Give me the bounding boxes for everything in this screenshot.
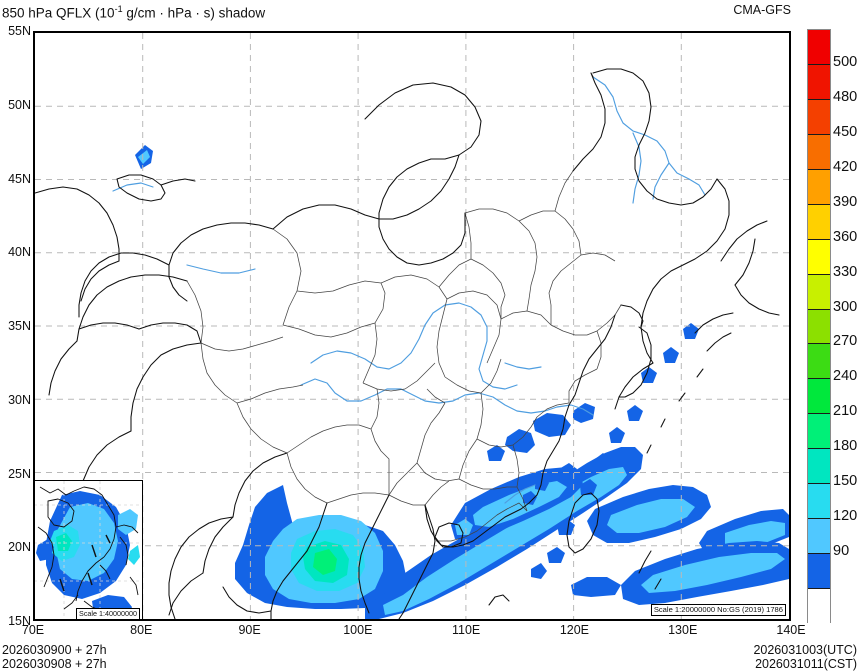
colorbar-band bbox=[808, 554, 830, 589]
y-axis-label: 35N bbox=[8, 319, 31, 333]
colorbar-ticks: 500 480 450 420 390 360 330 300 270 240 210 180 150 1… bbox=[833, 29, 859, 623]
colorbar-band bbox=[808, 344, 830, 380]
colorbar-band bbox=[808, 204, 830, 240]
y-axis-label: 55N bbox=[8, 24, 31, 38]
page-title: 850 hPa QFLX (10-1 g/cm · hPa · s) shado… bbox=[2, 1, 265, 22]
colorbar-tick-label: 270 bbox=[833, 333, 858, 350]
colorbar-tick-label: 120 bbox=[833, 508, 858, 525]
inset-map[interactable]: Scale 1:40000000 bbox=[35, 480, 143, 619]
colorbar-tick-label: 390 bbox=[833, 193, 858, 210]
colorbar-tick-label: 360 bbox=[833, 228, 858, 245]
colorbar-band bbox=[808, 30, 830, 65]
colorbar-band bbox=[808, 379, 830, 415]
x-axis-label: 140E bbox=[776, 623, 806, 637]
colorbar-tick-label: 480 bbox=[833, 88, 858, 105]
title-text: 850 hPa QFLX (10 bbox=[2, 5, 115, 21]
colorbar-band bbox=[808, 99, 830, 135]
colorbar-band bbox=[808, 309, 830, 345]
colorbar-band bbox=[808, 519, 830, 555]
colorbar-band bbox=[808, 414, 830, 450]
map-scale-label: Scale 1:20000000 No:GS (2019) 1786 bbox=[650, 604, 786, 616]
x-axis-label: 130E bbox=[668, 623, 698, 637]
title-units: g/cm · hPa · s) shadow bbox=[122, 5, 266, 21]
x-axis: 70E 80E 90E 100E 110E 120E 130E 140E bbox=[0, 623, 859, 643]
colorbar-band bbox=[808, 589, 830, 624]
colorbar-tick-label: 420 bbox=[833, 158, 858, 175]
colorbar-tick-label: 500 bbox=[833, 53, 858, 70]
x-axis-label: 70E bbox=[21, 623, 45, 637]
map-panel[interactable]: Scale 1:40000000 Scale 1:20000000 No:GS … bbox=[33, 31, 791, 621]
coastlines bbox=[35, 68, 780, 619]
footer-right-line1: 2026031003(UTC) bbox=[753, 643, 857, 657]
y-axis-label: 45N bbox=[8, 171, 31, 186]
x-axis-label: 90E bbox=[238, 623, 261, 637]
y-axis: 55N 50N 45N 40N 35N 30N 25N 20N 15N bbox=[0, 0, 31, 671]
colorbar-band bbox=[808, 449, 830, 485]
colorbar-band bbox=[808, 134, 830, 170]
inset-svg bbox=[35, 481, 140, 619]
y-axis-label: 50N bbox=[8, 97, 31, 112]
colorbar-tick-label: 210 bbox=[833, 403, 858, 420]
footer-right-line2: 2026031011(CST) bbox=[755, 657, 857, 671]
y-axis-label: 25N bbox=[8, 466, 31, 481]
colorbar-tick-label: 450 bbox=[833, 123, 858, 140]
footer-left-line1: 2026030900 + 27h bbox=[2, 643, 107, 657]
colorbar-tick-label: 90 bbox=[833, 543, 850, 560]
colorbar-band bbox=[808, 169, 830, 205]
map-plot-area bbox=[35, 33, 789, 619]
model-label: CMA-GFS bbox=[733, 3, 791, 17]
footer-right: 2026031003(UTC) 2026031011(CST) bbox=[753, 643, 857, 671]
y-axis-label: 15N bbox=[8, 614, 31, 628]
x-axis-label: 80E bbox=[130, 623, 153, 637]
colorbar-tick-label: 150 bbox=[833, 473, 858, 490]
graticule bbox=[35, 33, 789, 619]
colorbar-band bbox=[808, 239, 830, 275]
x-axis-label: 110E bbox=[452, 623, 481, 637]
footer-left: 2026030900 + 27h 2026030908 + 27h bbox=[2, 643, 107, 671]
province-boundaries bbox=[186, 170, 622, 542]
colorbar-band bbox=[808, 274, 830, 310]
colorbar[interactable] bbox=[807, 29, 831, 624]
x-axis-label: 120E bbox=[559, 623, 590, 637]
inset-scale-label: Scale 1:40000000 bbox=[76, 608, 140, 619]
colorbar-tick-label: 180 bbox=[833, 438, 858, 455]
rivers bbox=[112, 76, 706, 504]
title-exponent: -1 bbox=[114, 4, 123, 14]
y-axis-label: 40N bbox=[8, 245, 31, 260]
colorbar-band bbox=[808, 484, 830, 520]
map-svg bbox=[35, 33, 789, 619]
y-axis-label: 20N bbox=[8, 540, 31, 555]
footer-left-line2: 2026030908 + 27h bbox=[2, 657, 107, 671]
flux-shading bbox=[35, 145, 789, 619]
colorbar-tick-label: 330 bbox=[833, 263, 858, 280]
x-axis-label: 100E bbox=[343, 623, 373, 637]
y-axis-label: 30N bbox=[8, 392, 31, 407]
colorbar-tick-label: 300 bbox=[833, 298, 858, 315]
colorbar-band bbox=[808, 64, 830, 100]
colorbar-tick-label: 240 bbox=[833, 368, 858, 385]
